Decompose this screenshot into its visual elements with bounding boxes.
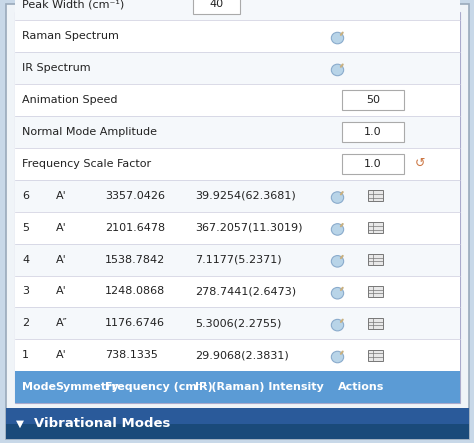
Circle shape <box>331 256 344 267</box>
Text: 4: 4 <box>22 255 29 264</box>
Text: 1176.6746: 1176.6746 <box>105 319 165 328</box>
Text: 1.0: 1.0 <box>364 127 382 137</box>
Bar <box>368 222 383 233</box>
Bar <box>342 154 403 174</box>
Text: A': A' <box>55 350 66 360</box>
Text: 3: 3 <box>22 287 29 296</box>
Text: 278.7441(2.6473): 278.7441(2.6473) <box>195 287 296 296</box>
Bar <box>15 180 460 212</box>
Bar <box>368 318 383 329</box>
Bar <box>15 307 460 339</box>
Bar <box>15 371 460 403</box>
Text: Symmetry: Symmetry <box>55 382 119 392</box>
Bar <box>342 90 403 110</box>
Text: 3357.0426: 3357.0426 <box>105 191 165 201</box>
Bar <box>15 116 460 148</box>
Text: 2: 2 <box>22 319 29 328</box>
Text: 367.2057(11.3019): 367.2057(11.3019) <box>195 223 303 233</box>
Text: Peak Width (cm⁻¹): Peak Width (cm⁻¹) <box>22 0 125 9</box>
Text: 1: 1 <box>22 350 29 360</box>
Text: IR Spectrum: IR Spectrum <box>22 63 91 73</box>
Bar <box>6 408 469 439</box>
Text: A': A' <box>55 255 66 264</box>
Text: 40: 40 <box>210 0 224 9</box>
Circle shape <box>331 64 344 76</box>
Text: Vibrational Modes: Vibrational Modes <box>34 417 171 430</box>
Text: A': A' <box>55 191 66 201</box>
Bar <box>15 276 460 307</box>
Bar <box>368 286 383 297</box>
Text: Mode: Mode <box>22 382 56 392</box>
Text: Animation Speed: Animation Speed <box>22 95 118 105</box>
Circle shape <box>331 351 344 363</box>
Text: Frequency (cm⁻¹): Frequency (cm⁻¹) <box>105 382 213 392</box>
Text: IR (Raman) Intensity: IR (Raman) Intensity <box>195 382 324 392</box>
Bar <box>15 148 460 180</box>
Bar <box>15 84 460 116</box>
Text: 29.9068(2.3831): 29.9068(2.3831) <box>195 350 289 360</box>
Text: Actions: Actions <box>337 382 384 392</box>
Text: 738.1335: 738.1335 <box>105 350 158 360</box>
Bar <box>368 190 383 201</box>
Circle shape <box>331 288 344 299</box>
Text: Raman Spectrum: Raman Spectrum <box>22 31 119 41</box>
Bar <box>15 244 460 276</box>
Bar <box>193 0 240 14</box>
Text: 39.9254(62.3681): 39.9254(62.3681) <box>195 191 296 201</box>
Bar <box>15 20 460 52</box>
Text: 6: 6 <box>22 191 29 201</box>
Text: 5.3006(2.2755): 5.3006(2.2755) <box>195 319 282 328</box>
Circle shape <box>331 319 344 331</box>
Text: 2101.6478: 2101.6478 <box>105 223 165 233</box>
Circle shape <box>331 32 344 44</box>
Bar <box>368 350 383 361</box>
Bar <box>342 122 403 142</box>
Text: A': A' <box>55 287 66 296</box>
Text: ▼: ▼ <box>16 419 24 428</box>
Bar <box>15 52 460 84</box>
Text: Frequency Scale Factor: Frequency Scale Factor <box>22 159 151 169</box>
Bar <box>6 408 469 424</box>
Text: 1538.7842: 1538.7842 <box>105 255 165 264</box>
Circle shape <box>331 192 344 203</box>
Text: 50: 50 <box>366 95 380 105</box>
Bar <box>368 254 383 265</box>
Text: Normal Mode Amplitude: Normal Mode Amplitude <box>22 127 157 137</box>
Bar <box>15 212 460 244</box>
Bar <box>15 12 460 403</box>
Text: A': A' <box>55 223 66 233</box>
Text: 5: 5 <box>22 223 29 233</box>
Text: A″: A″ <box>55 319 67 328</box>
Text: 1248.0868: 1248.0868 <box>105 287 165 296</box>
Text: ↺: ↺ <box>415 157 426 171</box>
Bar <box>15 339 460 371</box>
Text: 7.1177(5.2371): 7.1177(5.2371) <box>195 255 282 264</box>
Circle shape <box>331 224 344 235</box>
Bar <box>15 0 460 20</box>
Text: 1.0: 1.0 <box>364 159 382 169</box>
